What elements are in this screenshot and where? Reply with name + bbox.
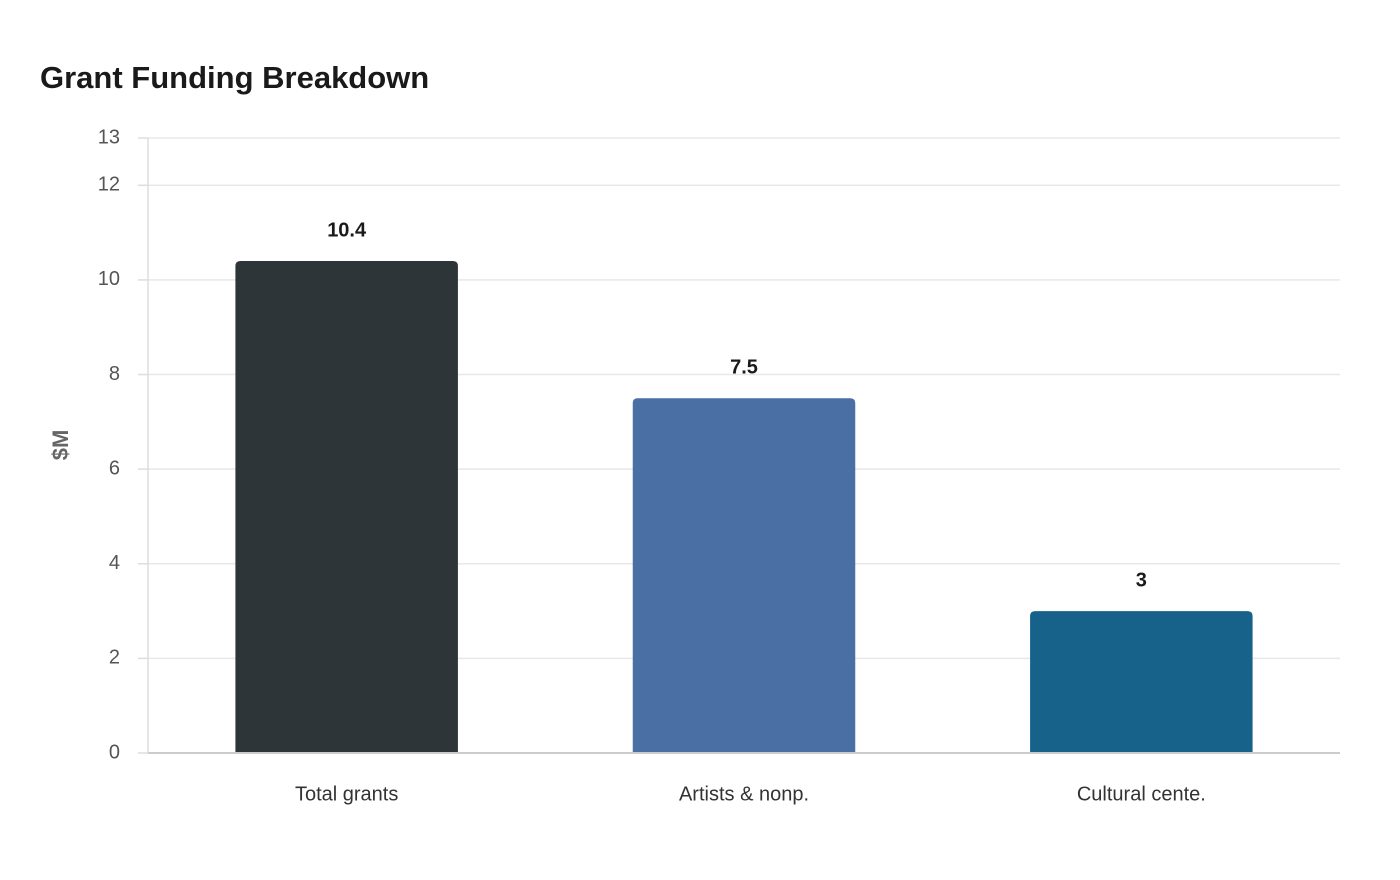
y-tick-label: 10 [98,268,120,290]
y-tick-label: 13 [98,126,120,148]
bar [632,398,856,753]
x-tick-label: Cultural cente. [1077,783,1206,805]
value-label: 7.5 [730,356,758,378]
y-tick-label: 0 [109,741,120,763]
chart-title: Grant Funding Breakdown [40,60,429,95]
x-tick-label: Total grants [295,783,398,805]
bar [235,261,458,753]
y-tick-label: 6 [109,457,120,479]
y-axis-label: $M [48,430,73,461]
y-tick-label: 8 [109,363,120,385]
bar [1030,611,1253,753]
y-tick-label: 2 [109,647,120,669]
value-label: 3 [1136,569,1147,591]
y-tick-label: 4 [109,552,120,574]
x-tick-label: Artists & nonp. [679,783,809,805]
y-tick-label: 12 [98,174,120,196]
value-label: 10.4 [327,219,367,241]
